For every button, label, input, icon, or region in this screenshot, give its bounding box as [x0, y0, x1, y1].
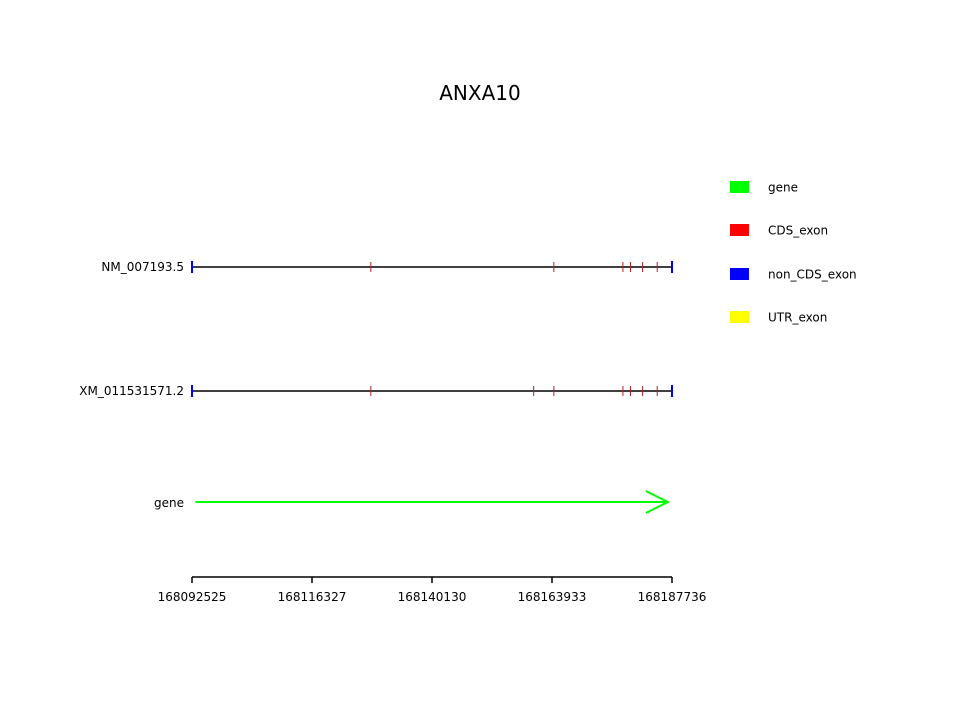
- legend-swatch: [730, 268, 749, 280]
- legend-item: CDS_exon: [730, 224, 828, 238]
- legend-label: UTR_exon: [768, 311, 827, 325]
- x-tick-label: 168187736: [638, 590, 707, 604]
- transcript-label: NM_007193.5: [101, 260, 184, 274]
- x-tick-label: 168140130: [398, 590, 467, 604]
- transcript-track: NM_007193.5: [101, 260, 673, 274]
- transcript-tracks: NM_007193.5 XM_011531571.2: [79, 260, 673, 398]
- gene-track: gene: [154, 490, 671, 514]
- chart-title: ANXA10: [439, 81, 520, 105]
- legend-swatch: [730, 224, 749, 236]
- legend-label: gene: [768, 181, 798, 195]
- x-tick-label: 168092525: [158, 590, 227, 604]
- transcript-track: XM_011531571.2: [79, 384, 673, 398]
- x-tick-label: 168116327: [278, 590, 347, 604]
- legend-item: gene: [730, 181, 798, 195]
- legend-label: CDS_exon: [768, 224, 828, 238]
- transcript-label: XM_011531571.2: [79, 384, 184, 398]
- gene-label: gene: [154, 496, 184, 510]
- x-axis: 168092525 168116327 168140130 168163933 1681…: [158, 576, 707, 604]
- legend-swatch: [730, 311, 749, 323]
- legend-item: UTR_exon: [730, 311, 827, 325]
- legend-label: non_CDS_exon: [768, 268, 857, 282]
- legend-item: non_CDS_exon: [730, 268, 857, 282]
- legend-swatch: [730, 181, 749, 193]
- x-tick-label: 168163933: [518, 590, 587, 604]
- gene-arrow-head: [645, 490, 671, 514]
- legend: gene CDS_exon non_CDS_exon UTR_exon: [730, 181, 857, 325]
